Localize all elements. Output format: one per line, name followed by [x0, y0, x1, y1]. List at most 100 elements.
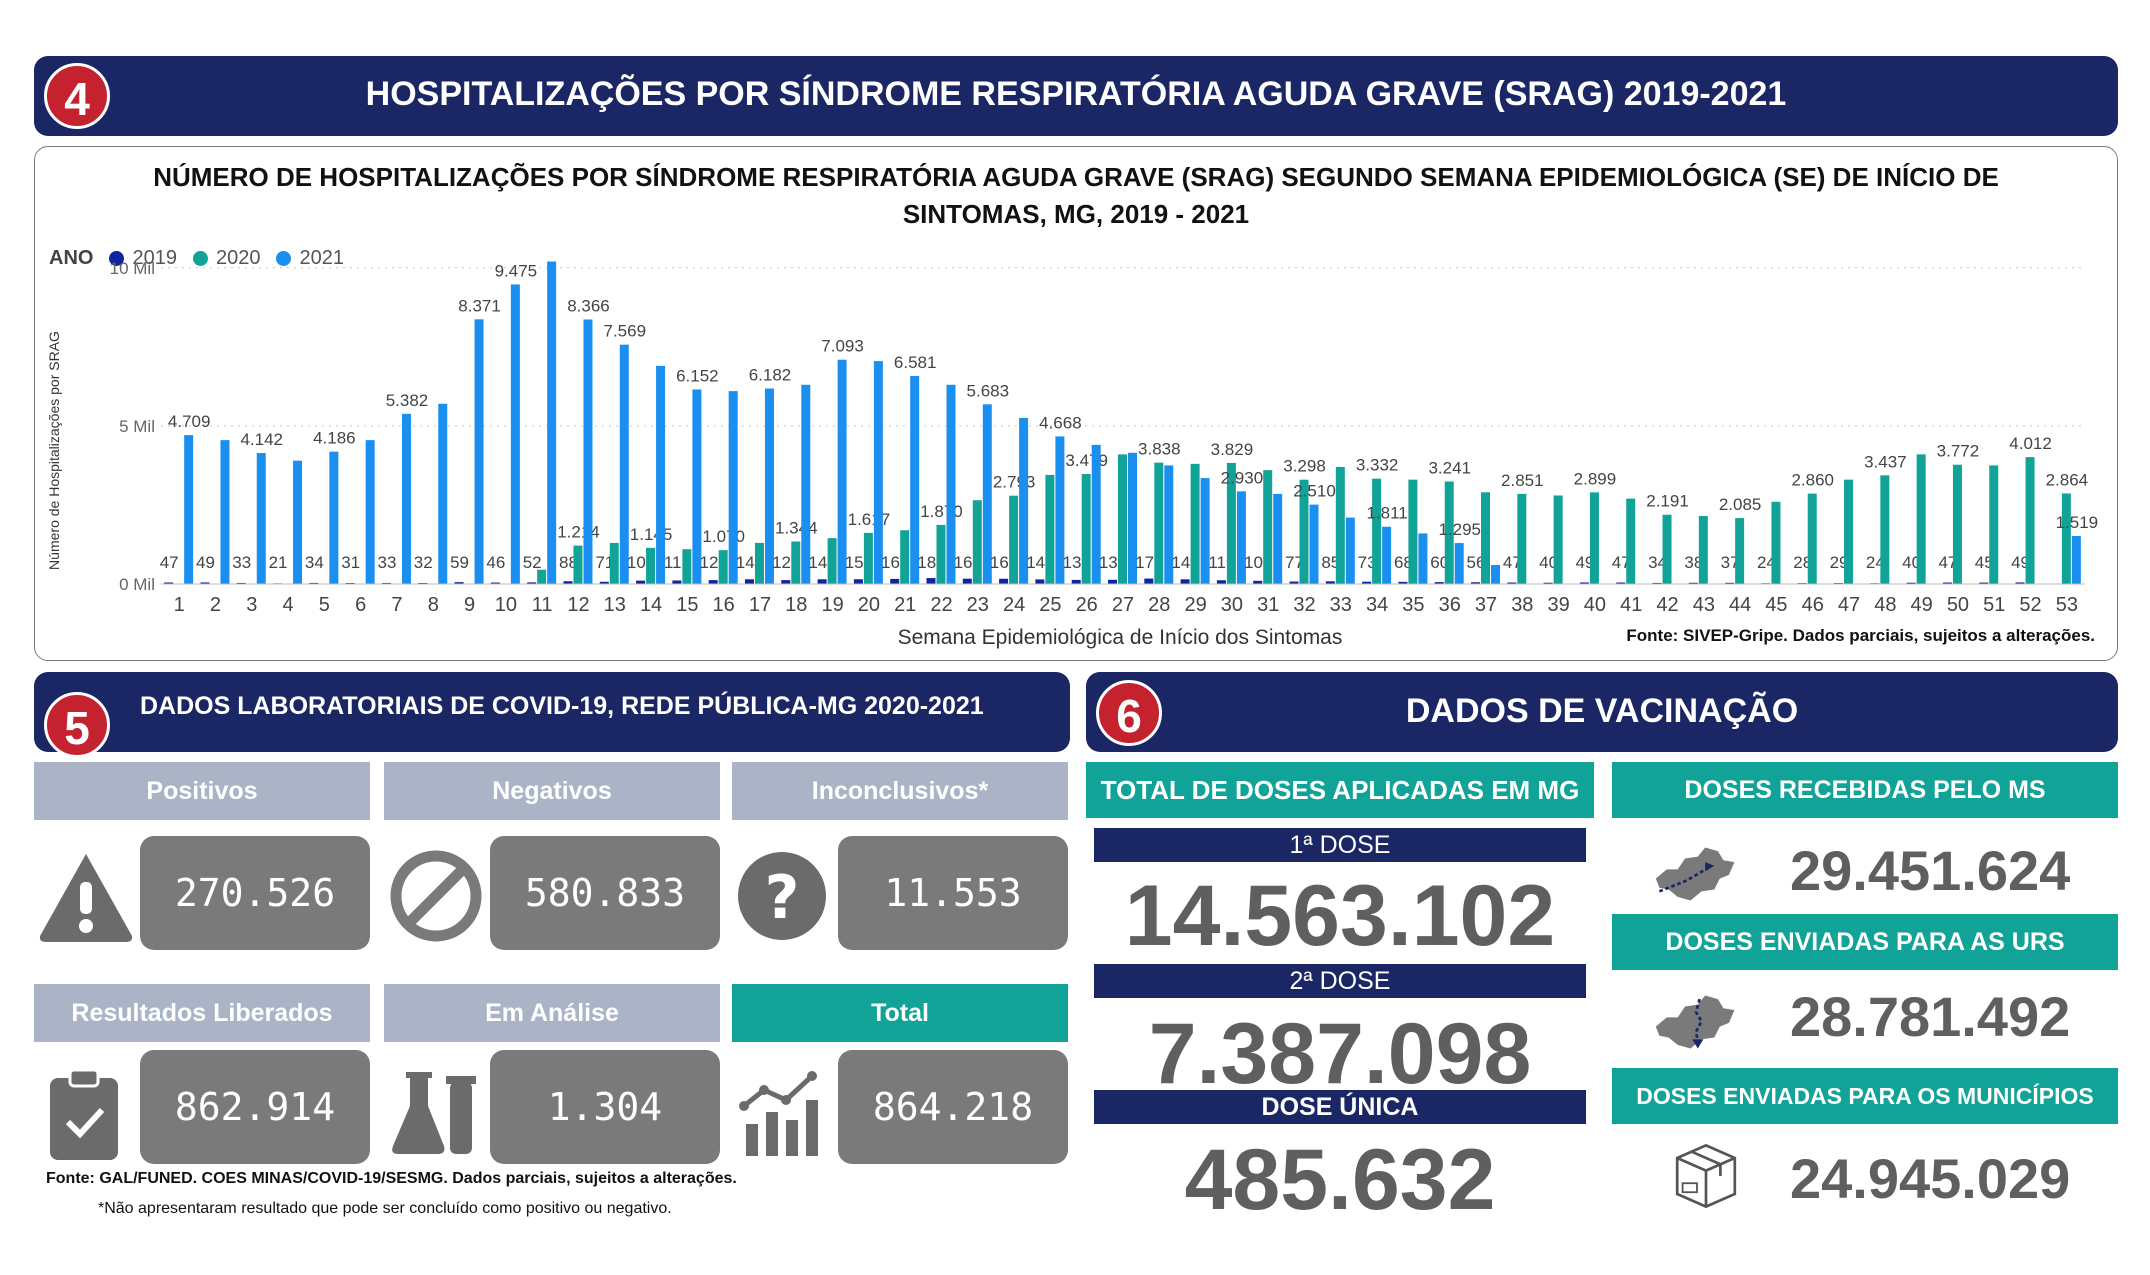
data-label-2020-week-16: 1.070 — [702, 527, 745, 546]
dose-unica-value: 485.632 — [1184, 1132, 1496, 1228]
x-tick-label: 2 — [210, 594, 221, 616]
data-label-2021-week-13: 7.569 — [604, 322, 647, 341]
data-label-2020-week-36: 3.241 — [1428, 459, 1471, 478]
clipboard-check-icon — [50, 1068, 118, 1160]
data-label-2019-week-49: 40 — [1902, 553, 1921, 572]
chart-source: Fonte: SIVEP-Gripe. Dados parciais, suje… — [1626, 626, 2095, 645]
total-value: 864.218 — [838, 1050, 1068, 1164]
data-label-2021-week-7: 5.382 — [386, 391, 429, 410]
bar-2019-week-16 — [708, 580, 718, 584]
x-tick-label: 34 — [1366, 594, 1388, 616]
data-label-2020-week-53: 2.864 — [2046, 470, 2089, 489]
data-label-2019-week-8: 32 — [414, 553, 433, 572]
bar-2020-week-25 — [1045, 474, 1055, 584]
bar-2021-week-25 — [1055, 436, 1065, 584]
data-label-2019-week-51: 45 — [1975, 553, 1994, 572]
bar-2019-week-12 — [563, 581, 573, 584]
positivos-value: 270.526 — [140, 836, 370, 950]
dose2-value: 7.387.098 — [1148, 1006, 1532, 1102]
x-axis-label: Semana Epidemiológica de Início dos Sint… — [898, 626, 1343, 649]
bar-2020-week-17 — [754, 542, 764, 584]
bar-2021-week-18 — [801, 384, 811, 584]
legend-2021[interactable]: 2021 — [299, 247, 344, 269]
data-label-2021-week-34: 1.811 — [1366, 504, 1407, 523]
section6-title: DADOS DE VACINAÇÃO — [1405, 692, 1799, 730]
bar-2020-week-44 — [1735, 518, 1745, 584]
x-tick-label: 39 — [1547, 594, 1569, 616]
data-label-2019-week-38: 47 — [1503, 553, 1522, 572]
bar-2021-week-15 — [692, 389, 702, 584]
bar-2019-week-40 — [1579, 582, 1589, 584]
analise-value: 1.304 — [490, 1050, 720, 1164]
x-tick-label: 24 — [1003, 594, 1025, 616]
data-label-2020-week-32: 3.298 — [1283, 457, 1326, 476]
bar-2019-week-51 — [1979, 582, 1989, 584]
bar-2019-week-26 — [1071, 579, 1081, 584]
bar-2020-week-50 — [1952, 464, 1962, 584]
bar-2020-week-26 — [1081, 473, 1091, 584]
bar-2021-week-1 — [184, 435, 194, 584]
chart-title: NÚMERO DE HOSPITALIZAÇÕES POR SÍNDROME R… — [95, 159, 2057, 233]
data-label-2019-week-43: 38 — [1684, 553, 1703, 572]
bar-2019-week-36 — [1434, 582, 1444, 584]
growth-chart-icon — [739, 1071, 818, 1156]
x-tick-label: 30 — [1221, 594, 1243, 616]
bar-2020-week-31 — [1263, 470, 1273, 584]
bar-2020-week-40 — [1589, 492, 1599, 584]
bar-2021-week-20 — [873, 361, 883, 584]
data-label-2019-week-3: 33 — [232, 553, 251, 572]
bar-2019-week-49 — [1906, 582, 1916, 584]
bar-2021-week-34 — [1382, 526, 1392, 584]
bar-2019-week-2 — [200, 582, 210, 584]
bar-2020-week-39 — [1553, 495, 1563, 584]
data-label-2021-week-5: 4.186 — [313, 429, 356, 448]
section5-banner: 5 DADOS LABORATORIAIS DE COVID-19, REDE … — [34, 672, 1070, 758]
liberados-header: Resultados Liberados — [34, 984, 370, 1042]
bar-2019-week-15 — [672, 580, 682, 584]
bar-2020-week-32 — [1299, 479, 1309, 584]
data-label-2019-week-48: 24 — [1866, 553, 1885, 572]
data-label-2020-week-50: 3.772 — [1937, 442, 1980, 461]
bar-2020-week-42 — [1662, 514, 1672, 584]
data-label-2020-week-24: 2.793 — [993, 473, 1036, 492]
x-tick-label: 38 — [1511, 594, 1533, 616]
section6-badge: 6 — [1096, 680, 1162, 746]
bar-2020-week-53 — [2061, 493, 2071, 584]
lab-footnote: *Não apresentaram resultado que pode ser… — [98, 1200, 672, 1217]
x-tick-label: 9 — [464, 594, 475, 616]
bar-2021-week-10 — [510, 284, 520, 584]
bar-2021-week-29 — [1200, 478, 1210, 584]
data-label-2020-week-22: 1.870 — [920, 502, 963, 521]
bar-2021-week-36 — [1454, 543, 1464, 584]
bar-2021-week-2 — [220, 440, 230, 584]
data-label-2021-week-23: 5.683 — [967, 381, 1010, 400]
data-label-2019-week-32: 77 — [1285, 553, 1304, 572]
data-label-2020-week-12: 1.214 — [557, 523, 600, 542]
x-tick-label: 37 — [1475, 594, 1497, 616]
data-label-2019-week-5: 34 — [305, 553, 324, 572]
bar-2020-week-38 — [1517, 493, 1527, 584]
positivos-header: Positivos — [34, 762, 370, 820]
bar-2021-week-33 — [1345, 517, 1355, 584]
data-label-2021-week-12: 8.366 — [567, 296, 610, 315]
data-label-2021-week-9: 8.371 — [458, 296, 501, 315]
x-tick-label: 36 — [1439, 594, 1461, 616]
legend-2020-swatch — [192, 251, 208, 266]
bar-2021-week-7 — [401, 413, 411, 584]
bar-2019-week-24 — [999, 578, 1009, 584]
section5-title: DADOS LABORATORIAIS DE COVID-19, REDE PÚ… — [140, 692, 984, 720]
doses-urs-value: 28.781.492 — [1790, 985, 2071, 1048]
legend-2020[interactable]: 2020 — [215, 247, 261, 269]
y-tick-label: 5 Mil — [119, 417, 155, 436]
x-tick-label: 27 — [1112, 594, 1134, 616]
data-label-2021-week-21: 6.581 — [894, 353, 937, 372]
data-label-2019-week-10: 46 — [486, 553, 505, 572]
bar-2019-week-43 — [1688, 582, 1698, 584]
x-tick-label: 49 — [1911, 594, 1933, 616]
mg-map-urs-icon — [1655, 995, 1735, 1049]
doses-urs-header: DOSES ENVIADAS PARA AS URS — [1612, 914, 2118, 970]
srag-chart-card: NÚMERO DE HOSPITALIZAÇÕES POR SÍNDROME R… — [34, 146, 2118, 661]
bar-2019-week-21 — [890, 578, 900, 584]
bar-2021-week-26 — [1091, 444, 1101, 584]
legend-2019[interactable]: 2019 — [132, 247, 177, 269]
